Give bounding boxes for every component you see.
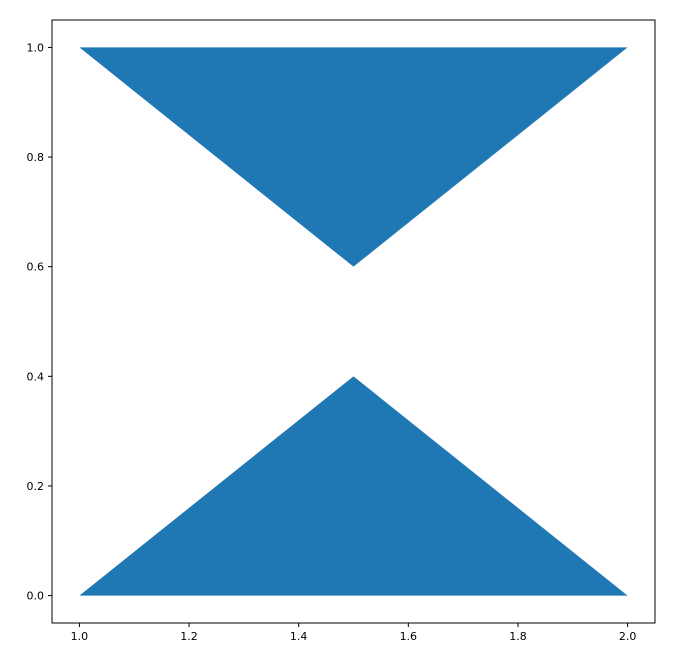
y-tick-label: 0.2 bbox=[27, 480, 45, 493]
y-tick-label: 0.8 bbox=[27, 151, 45, 164]
x-tick-label: 1.0 bbox=[71, 630, 89, 643]
y-tick-label: 0.4 bbox=[27, 370, 45, 383]
y-axis: 0.0 0.2 0.4 0.6 0.8 1.0 bbox=[27, 41, 52, 603]
y-tick-label: 0.6 bbox=[27, 261, 45, 274]
y-tick-label: 1.0 bbox=[27, 41, 45, 54]
plot-frame bbox=[51, 19, 656, 624]
x-tick-label: 1.6 bbox=[400, 630, 418, 643]
y-tick-label: 0.0 bbox=[27, 590, 45, 603]
x-tick-label: 1.4 bbox=[290, 630, 308, 643]
x-tick-label: 1.2 bbox=[180, 630, 198, 643]
x-tick-label: 1.8 bbox=[509, 630, 527, 643]
fill-polygons bbox=[79, 47, 628, 596]
x-axis: 1.0 1.2 1.4 1.6 1.8 2.0 bbox=[71, 623, 637, 643]
fill-polygon-1 bbox=[79, 376, 628, 596]
fill-polygon-2 bbox=[79, 47, 628, 267]
x-tick-label: 2.0 bbox=[619, 630, 637, 643]
